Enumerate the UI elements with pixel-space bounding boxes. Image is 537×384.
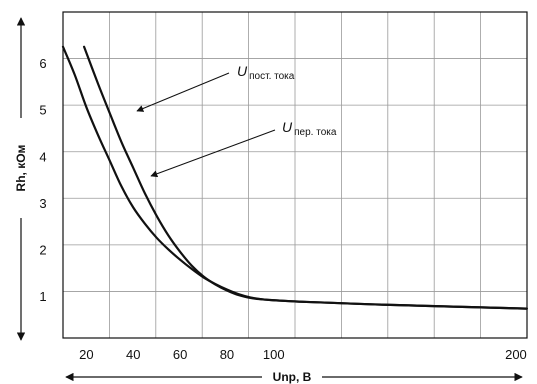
series-line-ac <box>61 45 528 310</box>
x-tick-200: 200 <box>505 347 527 362</box>
x-tick-labels: 20 40 60 80 100 200 <box>79 347 527 362</box>
y-tick-5: 5 <box>39 103 46 118</box>
x-axis-label: Unp, В <box>273 370 312 384</box>
annotation-main-dc: U <box>237 63 248 79</box>
y-tick-2: 2 <box>39 242 46 257</box>
series-line-dc <box>82 45 528 310</box>
x-tick-100: 100 <box>263 347 285 362</box>
y-tick-3: 3 <box>39 196 46 211</box>
grid <box>63 12 527 338</box>
x-tick-20: 20 <box>79 347 93 362</box>
y-tick-1: 1 <box>39 289 46 304</box>
x-tick-60: 60 <box>173 347 187 362</box>
y-tick-6: 6 <box>39 56 46 71</box>
plot-frame <box>62 11 528 339</box>
x-tick-80: 80 <box>220 347 234 362</box>
x-tick-40: 40 <box>126 347 140 362</box>
annotation-main-ac: U <box>282 119 293 135</box>
annotation-sub-dc: пост. тока <box>249 71 295 82</box>
y-axis-label: Rh, кОм <box>14 144 28 191</box>
annotation-arrow-dc <box>136 72 230 112</box>
curves <box>61 45 528 310</box>
axis-labels: Unp, В Rh, кОм <box>14 17 523 384</box>
y-tick-4: 4 <box>39 149 46 164</box>
y-tick-labels: 1 2 3 4 5 6 <box>39 56 46 304</box>
annotation-sub-ac: пер. тока <box>294 127 337 138</box>
annotation-arrow-ac <box>150 129 276 178</box>
